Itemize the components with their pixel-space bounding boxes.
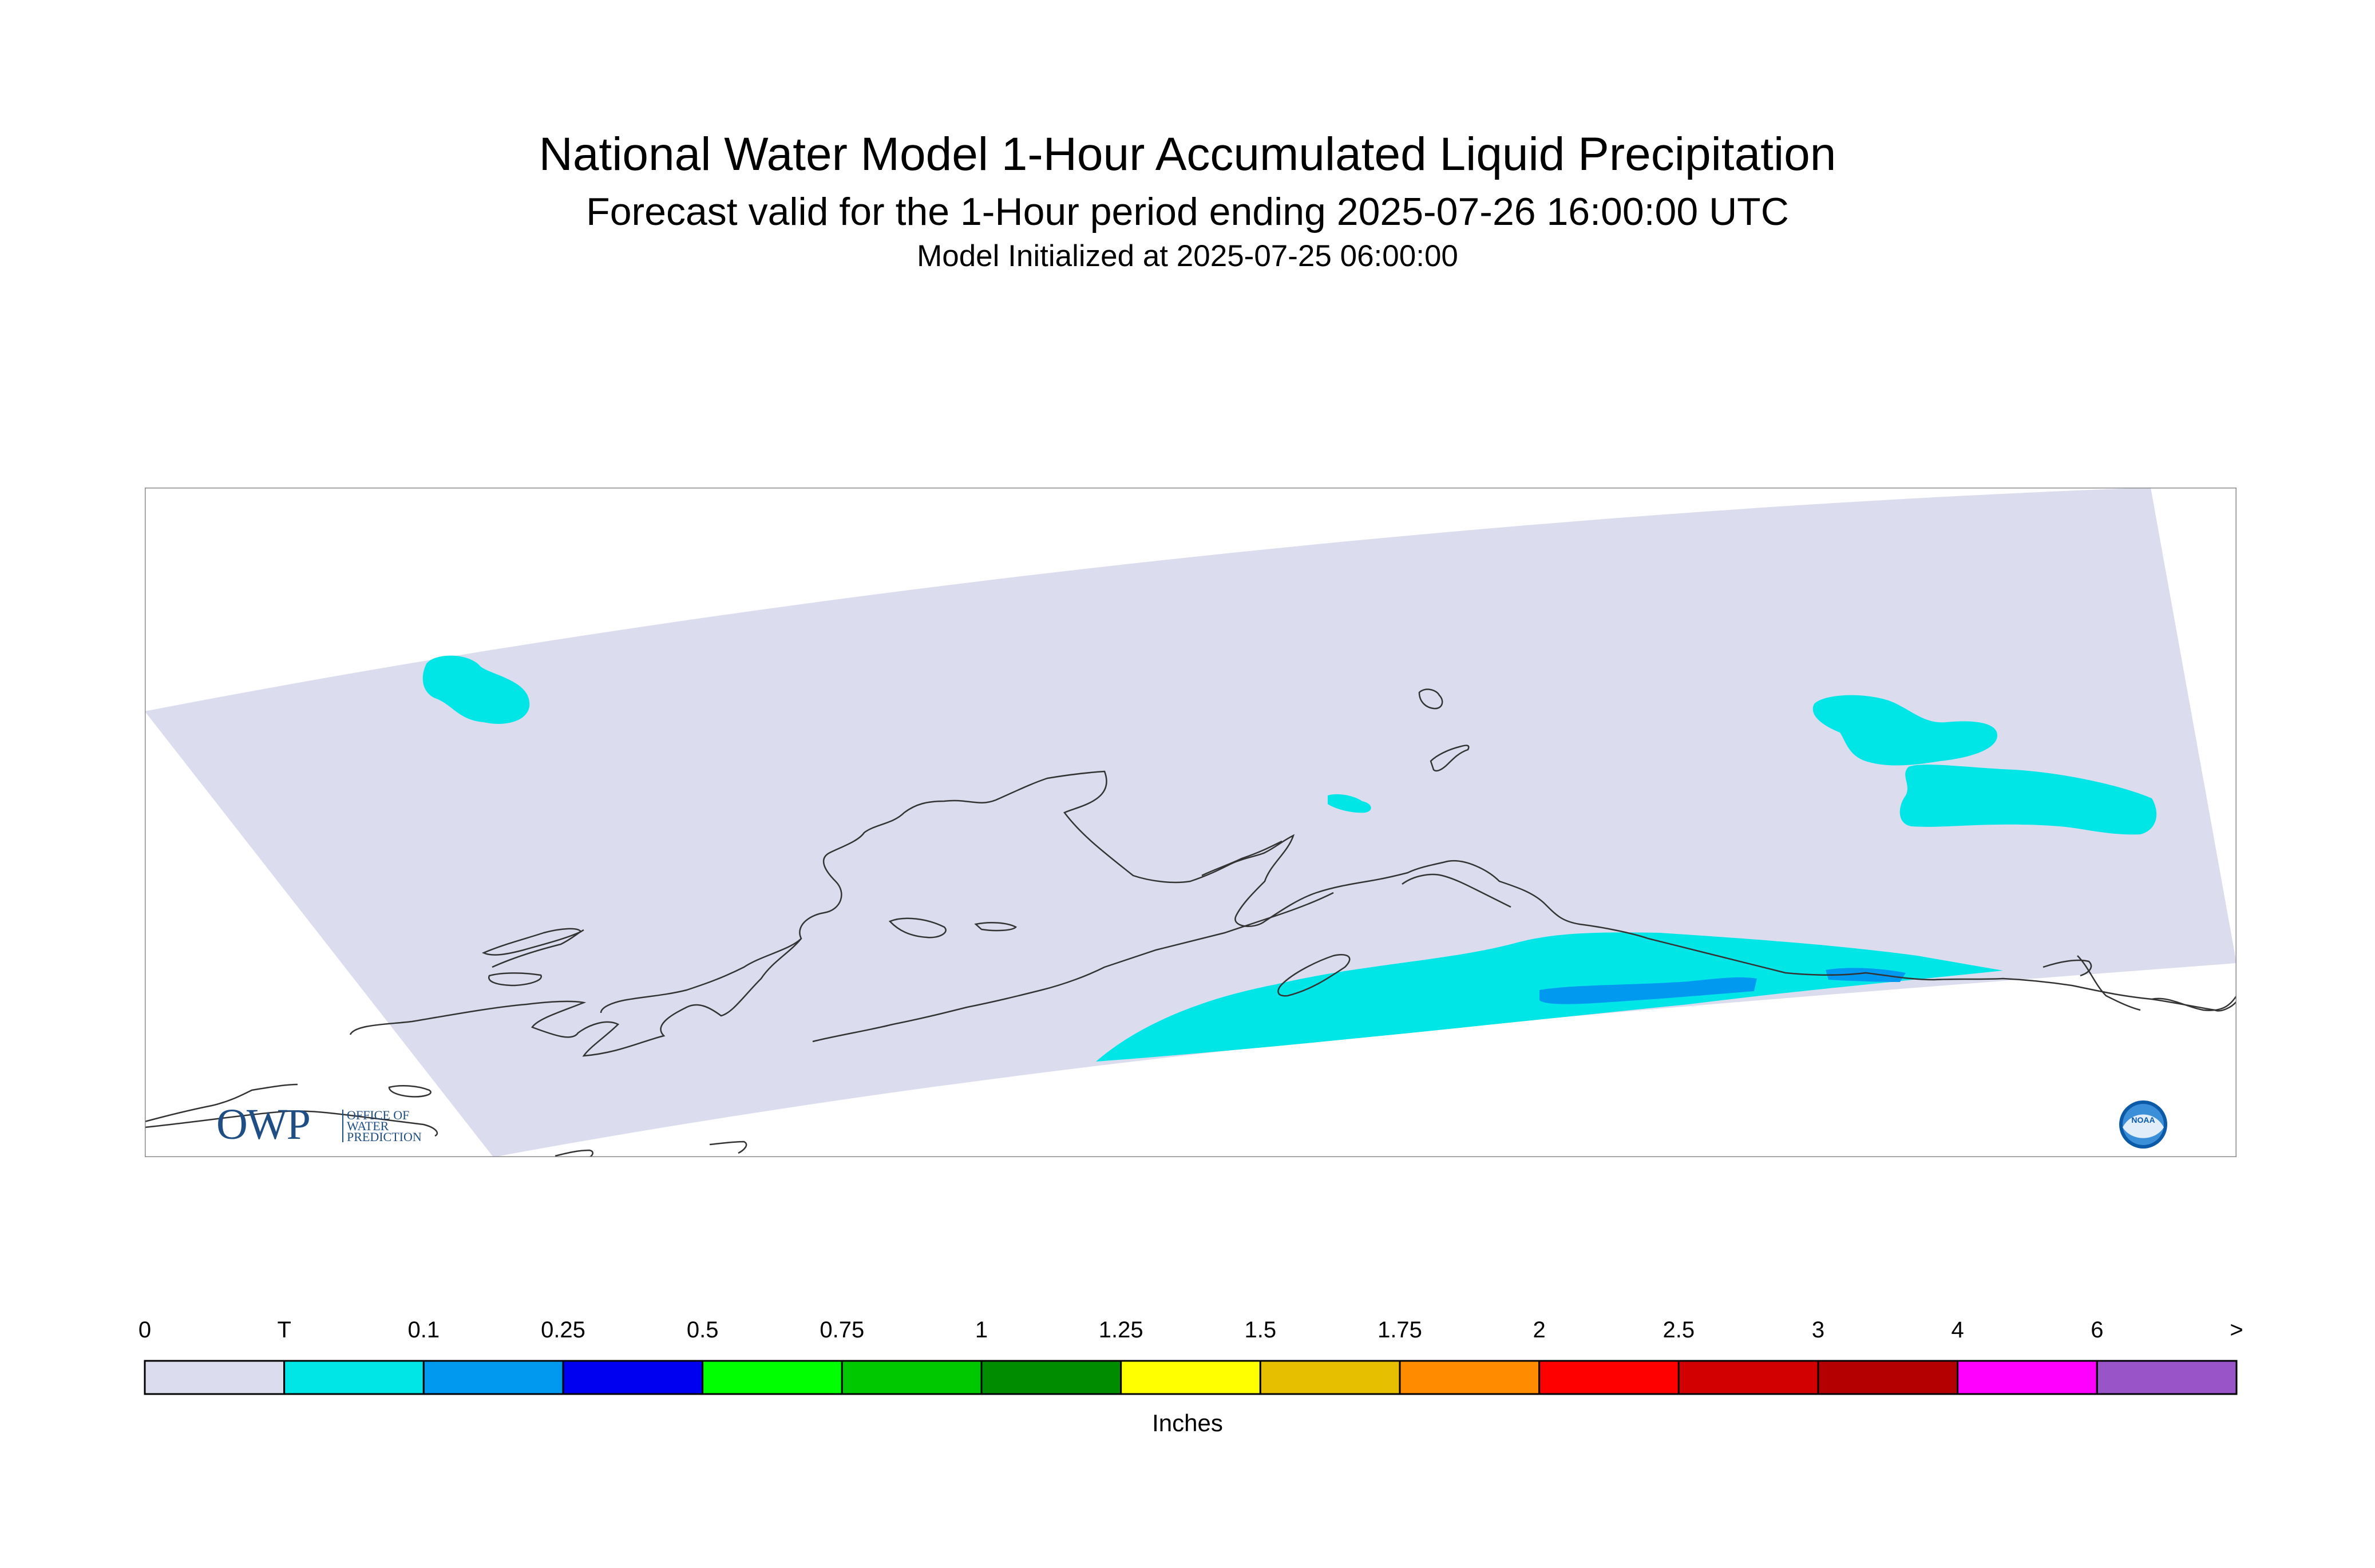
legend-tick-label: 0.5	[686, 1317, 719, 1343]
legend-swatch	[841, 1360, 983, 1395]
legend-colorbar	[144, 1360, 2238, 1395]
legend-swatch	[144, 1360, 286, 1395]
owp-logo-line-2: WATER	[347, 1119, 389, 1133]
model-init-subtitle: Model Initialized at 2025-07-25 06:00:00	[917, 239, 1458, 273]
legend-swatch	[702, 1360, 843, 1395]
legend-swatch	[1259, 1360, 1401, 1395]
aleutian-islands-west	[145, 1083, 298, 1123]
aleutian-islands-east	[709, 1141, 747, 1154]
owp-logo-line-3: PREDICTION	[347, 1130, 422, 1144]
nunivak-island	[488, 972, 542, 987]
alaska-peninsula-south	[812, 892, 1334, 1043]
arctic-coast-bay	[1418, 688, 1443, 710]
legend-tick-label: 1.75	[1378, 1317, 1422, 1343]
precip-area-coast-band-east	[1826, 968, 1906, 982]
legend-tick-label: 1	[975, 1317, 988, 1343]
prince-william-sound	[1402, 873, 1511, 908]
arctic-coast-inlet	[1430, 745, 1470, 772]
legend-swatch	[1399, 1360, 1541, 1395]
legend-tick-label: 0.25	[541, 1317, 585, 1343]
legend-tick-label: 4	[1951, 1317, 1964, 1343]
legend-swatch	[1957, 1360, 2098, 1395]
precip-area-coast-band	[1539, 977, 1757, 1004]
legend-swatch	[1677, 1360, 1819, 1395]
precip-area-small-central	[1328, 794, 1371, 813]
legend-tick-label: 1.5	[1244, 1317, 1277, 1343]
legend-tick-label: 2	[1533, 1317, 1546, 1343]
owp-logo-text: OFFICE OF WATER PREDICTION	[342, 1108, 461, 1144]
legend-tick-label: 1.25	[1098, 1317, 1143, 1343]
legend-tick-label: 0	[138, 1317, 152, 1343]
legend-tick-label: 0.75	[820, 1317, 865, 1343]
legend-tick-label: 0.1	[407, 1317, 440, 1343]
legend-swatch	[1538, 1360, 1680, 1395]
legend-units: Inches	[1152, 1409, 1223, 1436]
legend-swatch	[1120, 1360, 1261, 1395]
norton-sound-islands	[888, 917, 947, 939]
legend-tick-label: >	[2230, 1317, 2243, 1343]
legend-swatch	[2096, 1360, 2238, 1395]
owp-logo-line-1: OFFICE OF	[347, 1108, 410, 1122]
coastlines	[145, 688, 2237, 1157]
owp-logo-mark: OWP	[216, 1100, 311, 1149]
canada-coast-east	[2151, 995, 2237, 1011]
light-precip-areas	[1539, 968, 1906, 1004]
southeast-alaska-coast	[2042, 959, 2092, 977]
seward-peninsula-coast	[492, 929, 584, 968]
yukon-canada-border	[2077, 955, 2141, 1011]
precip-area-northeast	[1812, 695, 1997, 766]
legend-swatch	[562, 1360, 704, 1395]
legend-swatch	[422, 1360, 564, 1395]
noaa-logo: NOAA	[2119, 1100, 2167, 1149]
bering-coast-far-west	[555, 1149, 593, 1157]
alaska-peninsula-coastline	[600, 938, 802, 1013]
lake-iliamna	[974, 922, 1017, 932]
kodiak-island	[1277, 953, 1351, 997]
legend-tick-label: T	[277, 1317, 291, 1343]
precip-area-northwest	[422, 655, 530, 724]
legend-tick-label: 6	[2091, 1317, 2104, 1343]
legend-tick-label: 3	[1811, 1317, 1825, 1343]
legend-swatch	[283, 1360, 425, 1395]
noaa-logo-text: NOAA	[2131, 1115, 2155, 1124]
siberia-island-small	[388, 1085, 432, 1098]
legend-swatch	[1817, 1360, 1959, 1395]
map-title: National Water Model 1-Hour Accumulated …	[539, 128, 1836, 180]
precip-area-east	[1899, 765, 2157, 835]
forecast-valid-subtitle: Forecast valid for the 1-Hour period end…	[586, 190, 1789, 233]
alaska-mainland-coastline	[349, 770, 2237, 1057]
cook-inlet-coast	[1201, 840, 1282, 877]
legend-swatch	[980, 1360, 1122, 1395]
chukotka-coast	[145, 1110, 438, 1137]
legend-tick-label: 2.5	[1662, 1317, 1695, 1343]
